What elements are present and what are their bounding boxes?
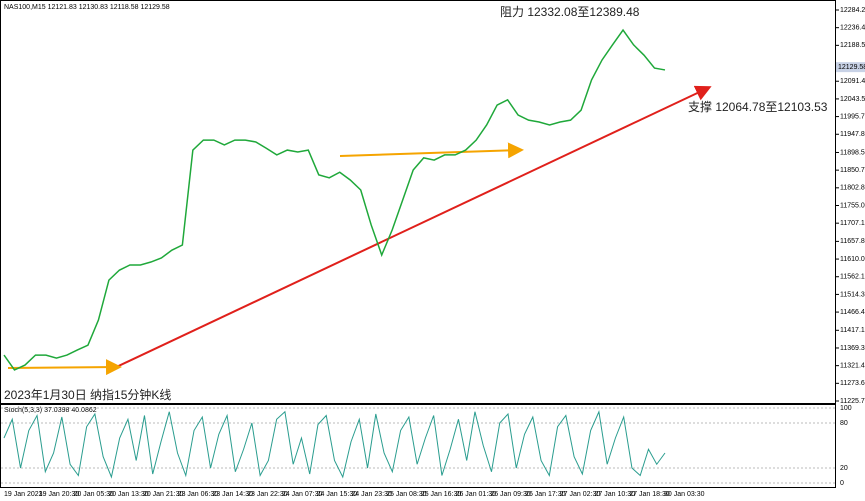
x-tick-label: 24 Jan 07:30 [282, 491, 323, 498]
x-tick-label: 20 Jan 21:30 [143, 491, 184, 498]
x-tick-label: 23 Jan 14:30 [212, 491, 253, 498]
y-tick-label: 11466.45 [840, 309, 865, 316]
current-price-label: 12129.58 [838, 64, 865, 71]
y-tick-label: 80 [840, 420, 848, 427]
x-tick-label: 27 Jan 02:30 [560, 491, 601, 498]
annotation: 阻力 12332.08至12389.48 [500, 5, 640, 19]
x-tick-label: 20 Jan 05:30 [73, 491, 114, 498]
x-tick-label: 23 Jan 06:30 [178, 491, 219, 498]
x-tick-label: 25 Jan 16:30 [421, 491, 462, 498]
y-tick-label: 12284.25 [840, 7, 865, 14]
x-tick-label: 30 Jan 03:30 [664, 491, 705, 498]
x-tick-label: 19 Jan 20:30 [39, 491, 80, 498]
y-tick-label: 12236.40 [840, 25, 865, 32]
y-tick-label: 11225.75 [840, 398, 865, 405]
price-line [3, 28, 666, 371]
x-tick-label: 27 Jan 10:30 [595, 491, 636, 498]
y-tick-label: 100 [840, 405, 852, 412]
level-arrow [7, 359, 122, 376]
x-tick-label: 25 Jan 08:30 [386, 491, 427, 498]
y-tick-label: 12188.55 [840, 42, 865, 49]
oscillator-panel [0, 404, 836, 488]
y-tick-label: 11562.15 [840, 274, 865, 281]
support-trendline [109, 85, 712, 371]
y-tick-label: 0 [840, 480, 844, 487]
level-arrow [339, 142, 524, 159]
y-tick-label: 11321.45 [840, 362, 865, 369]
annotation: 支撑 12064.78至12103.53 [688, 99, 828, 114]
x-tick-label: 26 Jan 17:30 [525, 491, 566, 498]
y-tick-label: 11755.00 [840, 202, 865, 209]
y-tick-label: 11707.15 [840, 220, 865, 227]
y-tick-label: 11657.85 [840, 238, 865, 245]
x-tick-label: 23 Jan 22:30 [247, 491, 288, 498]
x-tick-label: 24 Jan 23:30 [351, 491, 392, 498]
y-tick-label: 11850.70 [840, 167, 865, 174]
x-tick-label: 20 Jan 13:30 [108, 491, 149, 498]
y-tick-label: 11995.70 [840, 113, 865, 120]
x-tick-label: 24 Jan 15:30 [317, 491, 358, 498]
y-tick-label: 12091.40 [840, 78, 865, 85]
y-tick-label: 11417.15 [840, 327, 865, 334]
y-tick-label: 11369.30 [840, 345, 865, 352]
y-tick-label: 11273.60 [840, 380, 865, 387]
main-panel [0, 0, 836, 404]
chart-title: NAS100,M15 12121.83 12130.83 12118.58 12… [4, 4, 170, 11]
oscillator-title: Stoch(5,3,3) 37.0398 40.0862 [4, 407, 97, 414]
y-tick-label: 11610.00 [840, 256, 865, 263]
y-tick-label: 11947.85 [840, 131, 865, 138]
x-tick-label: 27 Jan 18:30 [629, 491, 670, 498]
y-tick-label: 11514.30 [840, 291, 865, 298]
y-tick-label: 11898.55 [840, 149, 865, 156]
x-tick-label: 26 Jan 01:30 [456, 491, 497, 498]
y-tick-label: 12043.55 [840, 96, 865, 103]
y-tick-label: 20 [840, 465, 848, 472]
y-tick-label: 11802.85 [840, 185, 865, 192]
x-tick-label: 26 Jan 09:30 [490, 491, 531, 498]
x-tick-label: 19 Jan 2023 [4, 491, 43, 498]
oscillator-line [3, 409, 666, 479]
current-price-box [836, 62, 865, 73]
annotation: 2023年1月30日 纳指15分钟K线 [4, 387, 171, 402]
